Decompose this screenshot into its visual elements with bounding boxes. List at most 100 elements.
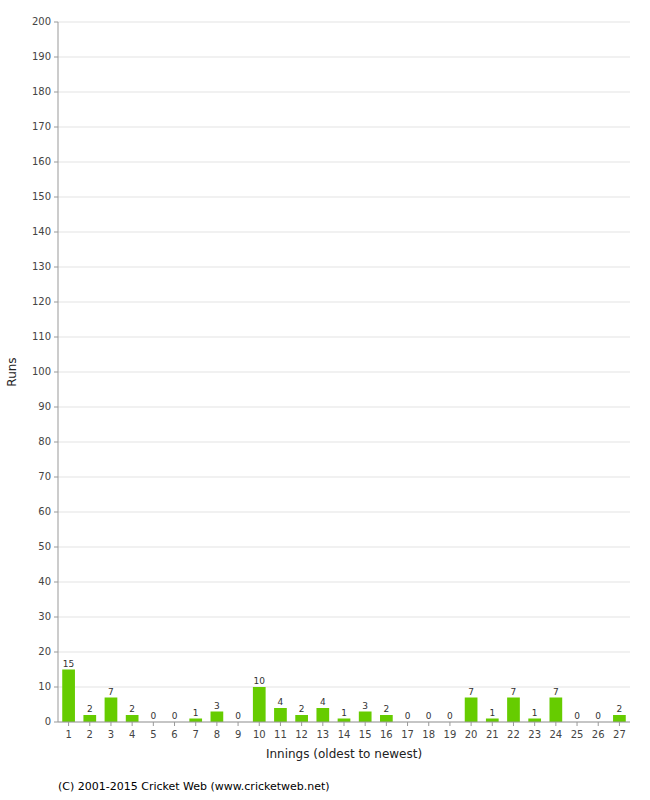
x-tick-label: 19 [444, 729, 457, 740]
bar [613, 715, 626, 722]
data-label: 1 [489, 708, 495, 718]
bar [528, 719, 541, 723]
x-tick [132, 722, 133, 726]
x-tick-label: 13 [316, 729, 329, 740]
grid-line [58, 22, 630, 23]
y-tick [54, 407, 58, 408]
x-tick [513, 722, 514, 726]
data-label: 7 [468, 687, 474, 697]
y-tick [54, 337, 58, 338]
y-tick-label: 170 [32, 121, 51, 132]
y-tick-label: 140 [32, 226, 51, 237]
x-tick-label: 25 [571, 729, 584, 740]
data-label: 0 [574, 711, 580, 721]
x-tick [153, 722, 154, 726]
x-axis-label: Innings (oldest to newest) [266, 747, 422, 761]
data-label: 1 [341, 708, 347, 718]
y-tick [54, 687, 58, 688]
data-label: 10 [254, 676, 266, 686]
x-tick [216, 722, 217, 726]
bar [211, 712, 224, 723]
bar [465, 698, 478, 723]
grid-line [58, 407, 630, 408]
x-tick [428, 722, 429, 726]
data-label: 1 [193, 708, 199, 718]
grid-line [58, 687, 630, 688]
y-axis-line [58, 22, 59, 722]
data-label: 0 [235, 711, 241, 721]
grid-line [58, 512, 630, 513]
x-tick [407, 722, 408, 726]
x-tick [344, 722, 345, 726]
y-tick-label: 0 [45, 716, 51, 727]
x-tick [68, 722, 69, 726]
x-tick-label: 2 [87, 729, 93, 740]
y-tick [54, 302, 58, 303]
chart: 0102030405060708090100110120130140150160… [0, 0, 650, 800]
y-tick-label: 10 [38, 681, 51, 692]
grid-line [58, 337, 630, 338]
bar [253, 687, 266, 722]
x-tick [280, 722, 281, 726]
y-tick-label: 60 [38, 506, 51, 517]
y-tick [54, 652, 58, 653]
x-axis: 1234567891011121314151617181920212223242… [65, 722, 625, 740]
y-tick-label: 200 [32, 16, 51, 27]
data-label: 2 [299, 704, 305, 714]
x-tick [174, 722, 175, 726]
y-tick-label: 30 [38, 611, 51, 622]
data-label: 0 [426, 711, 432, 721]
data-label: 0 [595, 711, 601, 721]
x-tick-label: 8 [214, 729, 220, 740]
y-tick-label: 100 [32, 366, 51, 377]
y-tick-label: 120 [32, 296, 51, 307]
data-label: 0 [172, 711, 178, 721]
x-tick-label: 1 [65, 729, 71, 740]
y-tick-label: 160 [32, 156, 51, 167]
x-tick [555, 722, 556, 726]
bar [316, 708, 329, 722]
data-label: 4 [278, 697, 284, 707]
x-tick [322, 722, 323, 726]
y-tick-label: 110 [32, 331, 51, 342]
x-tick-label: 4 [129, 729, 135, 740]
grid-line [58, 232, 630, 233]
grid-line [58, 127, 630, 128]
x-tick-label: 17 [401, 729, 414, 740]
data-label: 1 [532, 708, 538, 718]
x-tick [534, 722, 535, 726]
grid-line [58, 267, 630, 268]
bars [62, 670, 626, 723]
y-tick [54, 22, 58, 23]
data-label: 15 [63, 659, 74, 669]
y-tick [54, 197, 58, 198]
x-tick [471, 722, 472, 726]
x-tick-label: 10 [253, 729, 266, 740]
y-tick-label: 20 [38, 646, 51, 657]
data-labels: 15272001301042413200071717002 [63, 659, 622, 722]
x-tick-label: 3 [108, 729, 114, 740]
data-label: 2 [87, 704, 93, 714]
x-tick-label: 22 [507, 729, 520, 740]
grid-line [58, 617, 630, 618]
y-tick [54, 92, 58, 93]
data-label: 7 [511, 687, 517, 697]
grid-line [58, 477, 630, 478]
data-label: 7 [553, 687, 559, 697]
data-label: 2 [129, 704, 135, 714]
y-tick-label: 190 [32, 51, 51, 62]
y-tick [54, 162, 58, 163]
grid-line [58, 162, 630, 163]
bar [62, 670, 75, 723]
bar [105, 698, 118, 723]
y-tick-label: 80 [38, 436, 51, 447]
y-tick [54, 477, 58, 478]
bar [83, 715, 96, 722]
y-tick [54, 582, 58, 583]
data-label: 0 [405, 711, 411, 721]
grid-line [58, 302, 630, 303]
y-tick [54, 232, 58, 233]
x-tick-label: 7 [193, 729, 199, 740]
x-tick-label: 23 [528, 729, 541, 740]
x-tick-label: 18 [422, 729, 435, 740]
